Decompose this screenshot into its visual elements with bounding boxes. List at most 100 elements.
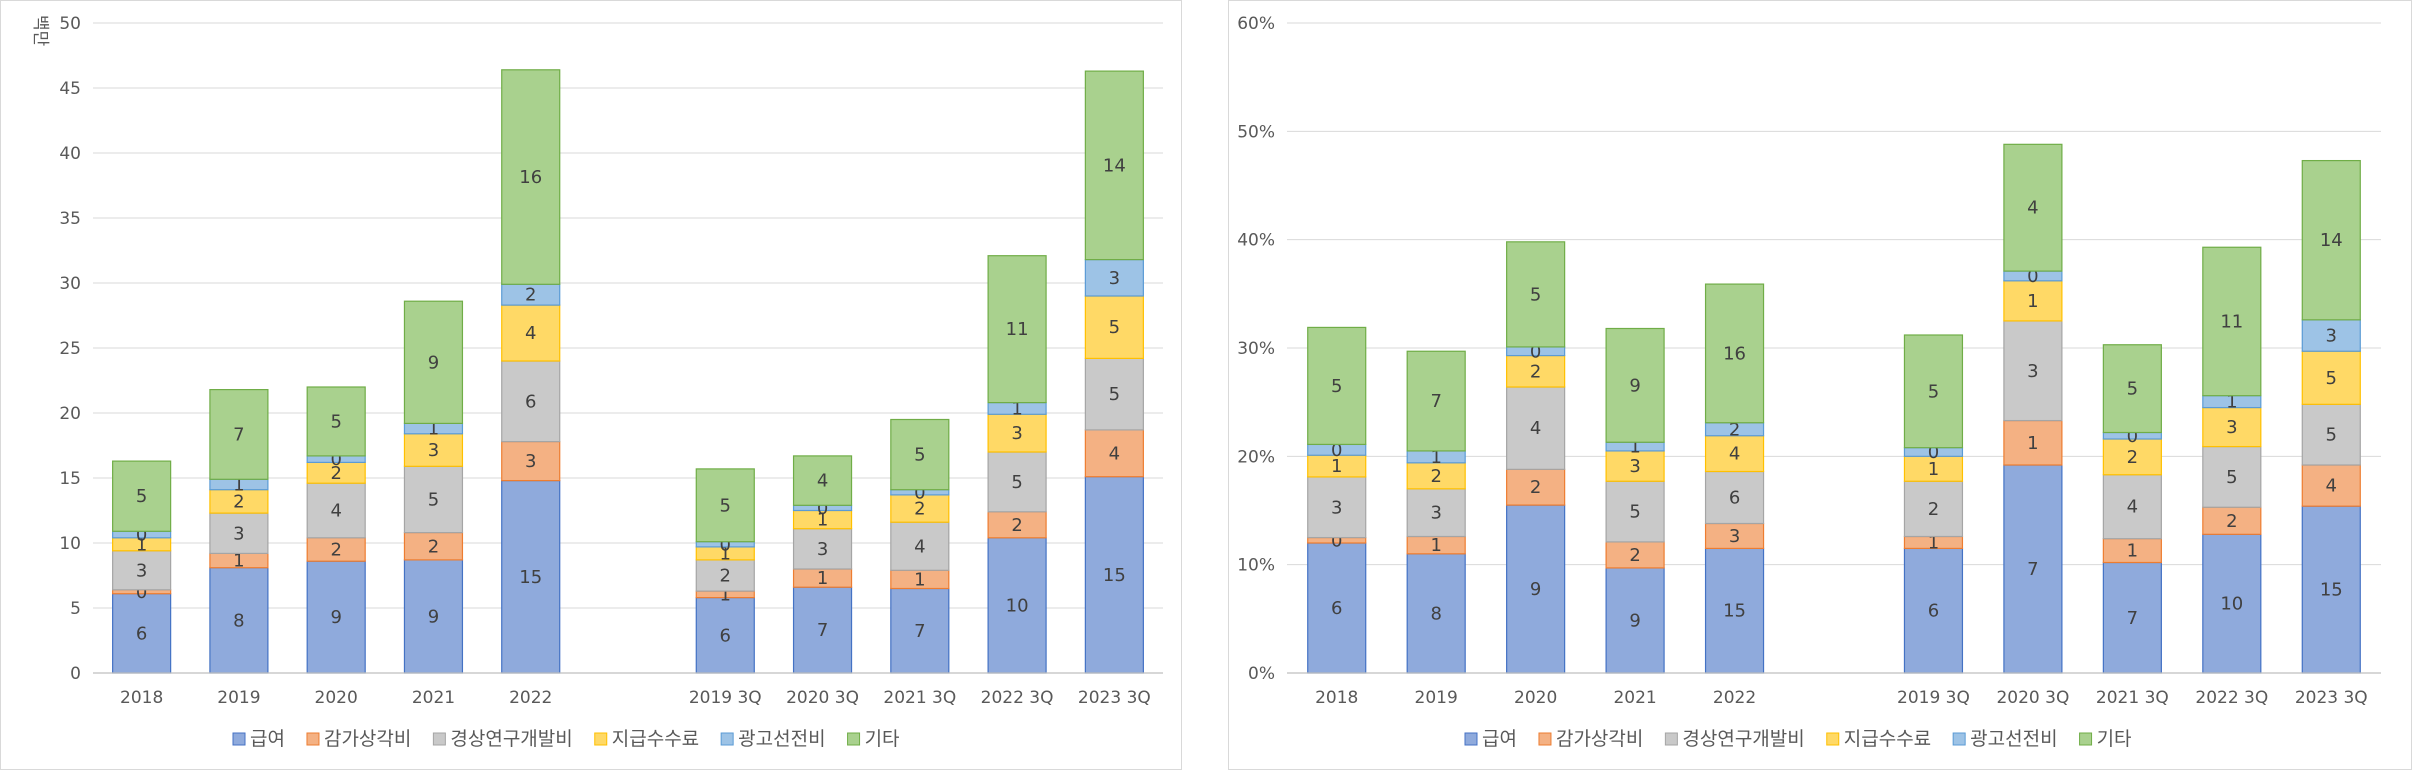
data-label: 4 — [2326, 476, 2337, 497]
data-label: 9 — [330, 607, 341, 628]
bar-segment — [1605, 541, 1665, 569]
data-label: 1 — [2027, 291, 2038, 312]
data-label: 6 — [1928, 601, 1939, 622]
bar-segment — [1506, 241, 1566, 348]
bar-segment — [1605, 480, 1665, 543]
legend-swatch — [847, 732, 861, 746]
y-tick-label: 30 — [59, 274, 81, 294]
y-tick-label: 25 — [59, 339, 81, 359]
data-label: 3 — [1729, 526, 1740, 547]
bar-segment — [1084, 259, 1144, 297]
bar-segment — [1506, 386, 1566, 470]
data-label: 3 — [817, 539, 828, 560]
data-label: 0 — [2027, 266, 2038, 287]
bar-segment — [1084, 429, 1144, 478]
bar-segment — [1903, 547, 1964, 674]
panel-gap — [1182, 0, 1228, 770]
bar-segment — [2003, 280, 2063, 322]
bar-segment — [1605, 567, 1665, 674]
data-label: 3 — [233, 523, 244, 544]
bar-segment — [1704, 435, 1765, 473]
bar-segment — [2301, 159, 2361, 321]
data-label: 4 — [914, 536, 925, 557]
bar-segment — [1704, 470, 1765, 525]
data-label: 3 — [1430, 503, 1441, 524]
data-label: 1 — [914, 569, 925, 590]
bar-segment — [2202, 506, 2262, 535]
legend-label: 지급수수료 — [612, 728, 699, 750]
data-label: 1 — [1011, 398, 1022, 419]
data-label: 5 — [1629, 502, 1640, 523]
bar-segment — [1605, 450, 1665, 482]
data-label: 9 — [1629, 375, 1640, 396]
data-label: 9 — [428, 352, 439, 373]
bar-segment — [1084, 295, 1144, 360]
x-tick-label: 2020 3Q — [786, 688, 859, 708]
data-label: 1 — [2226, 392, 2237, 413]
data-label: 4 — [817, 471, 828, 492]
legend-label: 광고선전비 — [1970, 728, 2057, 750]
bar-segment — [1406, 462, 1466, 490]
y-tick-label: 0 — [70, 664, 81, 684]
data-label: 5 — [428, 489, 439, 510]
legend-swatch — [1664, 732, 1678, 746]
legend-swatch — [594, 732, 608, 746]
bar-segment — [1406, 553, 1466, 674]
legend-label: 기타 — [2097, 728, 2132, 750]
data-label: 3 — [2326, 326, 2337, 347]
bar-segment — [2301, 350, 2361, 405]
data-label: 2 — [1629, 545, 1640, 566]
bar-segment — [987, 413, 1047, 453]
data-label: 2 — [1011, 515, 1022, 536]
bar-segment — [2301, 403, 2361, 466]
bar-segment — [695, 559, 755, 592]
x-tick-label: 2019 3Q — [689, 688, 762, 708]
bar-segment — [501, 69, 561, 285]
data-label: 5 — [1011, 472, 1022, 493]
data-label: 6 — [720, 625, 731, 646]
bar-segment — [1605, 327, 1665, 443]
data-label: 1 — [817, 568, 828, 589]
legend-swatch — [432, 732, 446, 746]
data-label: 1 — [720, 584, 731, 605]
legend-swatch — [232, 732, 246, 746]
bar-segment — [306, 386, 366, 457]
bar-segment — [1307, 326, 1367, 446]
data-label: 6 — [136, 623, 147, 644]
legend-label: 급여 — [1482, 728, 1517, 750]
data-label: 4 — [2127, 497, 2138, 518]
bar-segment — [695, 596, 755, 674]
data-label: 0 — [914, 482, 925, 503]
data-label: 1 — [233, 551, 244, 572]
bar-segment — [209, 567, 269, 674]
bar-segment — [209, 512, 269, 554]
data-label: 16 — [519, 167, 542, 188]
data-label: 15 — [519, 567, 542, 588]
y-tick-label: 60% — [1237, 14, 1275, 34]
bar-segment — [501, 441, 561, 482]
data-label: 9 — [1629, 610, 1640, 631]
data-label: 5 — [2226, 467, 2237, 488]
y-tick-label: 20% — [1237, 447, 1275, 467]
bar-segment — [2301, 464, 2361, 507]
data-label: 0 — [817, 498, 828, 519]
data-label: 10 — [1006, 595, 1029, 616]
x-tick-label: 2022 — [1713, 688, 1756, 708]
legend-label: 경상연구개발비 — [1682, 728, 1804, 750]
data-label: 0 — [2127, 426, 2138, 447]
data-label: 0 — [1331, 440, 1342, 461]
data-label: 0 — [136, 582, 147, 603]
bar-segment — [695, 468, 755, 543]
x-tick-label: 2022 3Q — [981, 688, 1054, 708]
data-label: 3 — [1331, 497, 1342, 518]
data-label: 8 — [1430, 603, 1441, 624]
bar-segment — [1506, 468, 1566, 506]
data-label: 3 — [2226, 417, 2237, 438]
data-label: 5 — [2326, 368, 2337, 389]
data-label: 0 — [1928, 442, 1939, 463]
data-label: 6 — [525, 391, 536, 412]
data-label: 4 — [1109, 443, 1120, 464]
data-label: 7 — [1430, 391, 1441, 412]
data-label: 4 — [525, 323, 536, 344]
data-label: 3 — [1109, 268, 1120, 289]
